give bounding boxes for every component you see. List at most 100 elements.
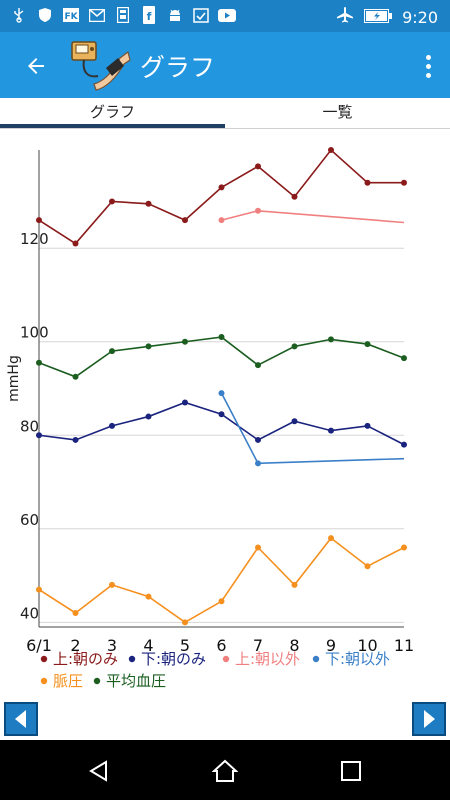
android-icon (166, 6, 184, 24)
y-tick-label: 40 (20, 604, 39, 622)
data-point (364, 422, 371, 429)
series-line (38, 148, 404, 245)
legend-label: 脈圧 (53, 672, 83, 690)
page-title: グラフ (140, 53, 216, 82)
series-2 (218, 207, 405, 224)
next-page-button[interactable] (412, 702, 446, 736)
data-point (109, 198, 115, 205)
data-point (401, 544, 407, 551)
data-point (145, 200, 152, 207)
x-tick-label: 4 (143, 636, 153, 655)
x-tick-label: 6 (216, 636, 226, 655)
nav-back-icon[interactable] (84, 756, 114, 786)
data-point (328, 535, 334, 542)
tab-list[interactable]: 一覧 (322, 103, 353, 121)
data-point (255, 207, 261, 214)
x-tick-label: 3 (107, 636, 117, 655)
series-line (220, 392, 405, 465)
data-point (255, 436, 261, 443)
data-point (182, 619, 188, 626)
data-point (218, 334, 225, 341)
data-point (36, 217, 42, 224)
series-0 (36, 147, 407, 247)
data-point (182, 338, 188, 345)
data-point (218, 411, 225, 418)
svg-text:FK: FK (64, 12, 78, 22)
data-point (291, 418, 298, 425)
tab-bar: グラフ 一覧 (0, 98, 450, 129)
data-point (145, 593, 152, 600)
data-point (401, 355, 407, 362)
nav-home-icon[interactable] (210, 756, 240, 786)
legend-label: 上:朝以外 (235, 650, 300, 668)
overflow-menu-icon[interactable] (420, 50, 436, 82)
x-tick-label: 10 (357, 636, 377, 655)
series-line (38, 336, 405, 378)
system-navigation-bar (0, 740, 450, 800)
nav-recents-icon[interactable] (336, 756, 366, 786)
facebook-icon: f (140, 6, 158, 24)
shield-icon (36, 6, 54, 24)
legend-marker (312, 655, 320, 663)
data-point (182, 399, 188, 406)
legend-entry: 脈圧 (40, 672, 83, 690)
data-point (109, 422, 115, 429)
series-1 (36, 399, 407, 448)
y-axis-label: mmHg (6, 355, 22, 402)
clock: 9:20 (402, 7, 438, 27)
data-point (291, 581, 298, 588)
y-tick-label: 100 (20, 324, 49, 342)
data-point (182, 217, 188, 224)
data-point (218, 598, 225, 605)
data-point (364, 563, 371, 570)
y-tick-label: 80 (20, 417, 39, 435)
series-4 (36, 535, 407, 626)
data-point (364, 179, 371, 186)
data-point (218, 390, 225, 397)
legend-label: 上:朝のみ (53, 650, 118, 668)
x-tick-label: 6/1 (26, 636, 52, 655)
data-point (328, 427, 334, 434)
series-line (221, 209, 405, 224)
legend-marker (93, 677, 101, 685)
data-point (218, 217, 225, 224)
y-tick-label: 60 (20, 511, 39, 529)
usb-icon (10, 6, 28, 24)
data-point (401, 179, 407, 186)
series-line (38, 401, 405, 446)
data-point (328, 336, 334, 343)
svg-text:f: f (147, 10, 152, 23)
data-point (109, 581, 115, 588)
data-point (72, 436, 79, 443)
data-point (72, 373, 79, 380)
blood-pressure-monitor-logo-icon (68, 38, 132, 92)
y-tick-label: 120 (20, 230, 49, 248)
data-point (145, 343, 152, 350)
notification-icons: FK f (10, 6, 236, 24)
check-calendar-icon (192, 6, 210, 24)
series-line (38, 537, 405, 624)
legend-marker (222, 655, 230, 663)
back-arrow-icon[interactable] (20, 50, 52, 82)
legend-entry: 上:朝以外 (222, 650, 300, 668)
data-point (255, 362, 261, 369)
x-tick-label: 7 (253, 636, 263, 655)
blood-pressure-chart: 40 60 80 100 120 6/1 2 3 4 5 6 7 8 9 10 11 mmHg 上:朝のみ 下:朝… (6, 147, 414, 690)
data-point (328, 147, 334, 153)
data-point (109, 348, 115, 355)
data-point (145, 413, 152, 420)
data-point (255, 163, 261, 170)
status-right: 9:20 (336, 6, 438, 28)
phone-app-icon (114, 6, 132, 24)
airplane-mode-icon (336, 6, 354, 28)
data-point (36, 359, 42, 366)
x-tick-label: 8 (289, 636, 299, 655)
active-tab-indicator (0, 124, 225, 128)
legend-entry: 上:朝のみ (40, 650, 118, 668)
data-point (36, 432, 42, 439)
tab-graph[interactable]: グラフ (89, 103, 135, 121)
legend-marker (128, 655, 136, 663)
previous-page-button[interactable] (4, 702, 38, 736)
app-bar: グラフ (0, 32, 450, 98)
x-tick-label: 9 (326, 636, 336, 655)
